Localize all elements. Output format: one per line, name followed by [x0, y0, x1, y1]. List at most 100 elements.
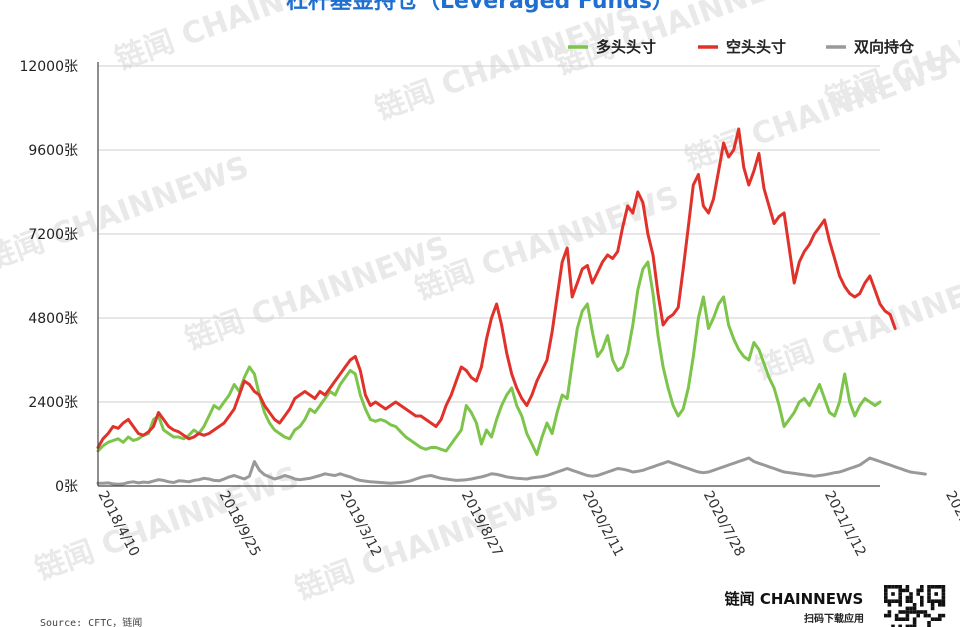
qr-module — [927, 595, 931, 600]
qr-module — [898, 617, 902, 621]
watermark-text: 链闻 CHAINNEWS — [181, 230, 454, 358]
brand-subtitle: 扫码下载应用 — [804, 612, 864, 625]
qr-module — [898, 592, 902, 596]
qr-code-icon — [884, 585, 946, 627]
qr-module — [909, 610, 913, 614]
x-tick-label: 2020/7/28 — [700, 488, 748, 559]
qr-module — [916, 592, 920, 596]
qr-module — [898, 588, 902, 593]
qr-module — [891, 624, 895, 627]
qr-module — [898, 624, 902, 627]
qr-module — [912, 610, 917, 614]
qr-module — [930, 603, 935, 607]
qr-module — [916, 610, 920, 614]
qr-module — [934, 617, 938, 621]
qr-module — [941, 585, 946, 589]
y-tick-label: 4800张 — [28, 311, 78, 327]
qr-module — [938, 585, 942, 589]
legend-label: 空头头寸 — [726, 38, 786, 56]
series-lines — [96, 127, 927, 486]
qr-module — [887, 599, 892, 603]
qr-module — [920, 603, 924, 607]
qr-module — [884, 585, 888, 589]
qr-module — [902, 588, 906, 593]
x-tick-label: 2021/6/29 — [942, 488, 960, 559]
qr-module — [927, 585, 931, 589]
brand-logo: 链闻 CHAINNEWS — [725, 590, 864, 608]
y-tick-labels: 0张 2400张 4800张 7200张 9600张 12000张 — [19, 59, 78, 495]
qr-module — [884, 613, 888, 618]
watermark-text: 链闻 CHAINNEWS — [751, 260, 960, 388]
x-tick-label: 2020/2/11 — [579, 488, 627, 559]
y-tick-label: 7200张 — [28, 227, 78, 243]
qr-module — [905, 585, 910, 589]
series-line-0 — [96, 260, 882, 456]
qr-module — [884, 595, 888, 600]
qr-module — [909, 595, 913, 600]
qr-module — [909, 599, 913, 603]
qr-module — [916, 588, 920, 593]
series-line-1 — [96, 127, 897, 449]
qr-module — [923, 613, 928, 618]
qr-module — [898, 599, 902, 603]
y-tick-label: 9600张 — [28, 143, 78, 159]
qr-module — [920, 585, 924, 589]
qr-module — [898, 585, 902, 589]
qr-module — [887, 613, 892, 618]
qr-module — [902, 617, 906, 621]
qr-module — [884, 592, 888, 596]
qr-module — [930, 617, 935, 621]
qr-module — [891, 592, 895, 596]
qr-module — [884, 599, 888, 603]
chart-title: 杠杆基金持仓（Leveraged Funds） — [286, 0, 674, 14]
qr-module — [938, 599, 942, 603]
qr-module — [930, 599, 935, 603]
qr-module — [927, 592, 931, 596]
qr-module — [894, 599, 899, 603]
y-tick-label: 2400张 — [28, 395, 78, 411]
qr-module — [905, 613, 910, 618]
qr-module — [927, 599, 931, 603]
qr-module — [905, 599, 910, 603]
qr-module — [905, 606, 910, 611]
qr-module — [941, 588, 946, 593]
qr-module — [934, 599, 938, 603]
qr-module — [894, 585, 899, 589]
qr-module — [920, 595, 924, 600]
qr-module — [894, 613, 899, 618]
watermark-text: 链闻 CHAINNEWS — [0, 150, 253, 278]
y-tick-label: 0张 — [55, 479, 78, 495]
qr-module — [930, 585, 935, 589]
qr-module — [891, 585, 895, 589]
qr-module — [934, 585, 938, 589]
qr-module — [905, 617, 910, 621]
y-tick-label: 12000张 — [19, 59, 78, 75]
qr-module — [927, 588, 931, 593]
legend: 多头头寸 空头头寸 双向持仓 — [568, 38, 915, 56]
qr-module — [887, 610, 892, 614]
qr-module — [905, 595, 910, 600]
qr-module — [902, 610, 906, 614]
qr-module — [934, 592, 938, 596]
qr-module — [912, 617, 917, 621]
qr-module — [909, 606, 913, 611]
qr-module — [887, 585, 892, 589]
brand-block: 链闻 CHAINNEWS 扫码下载应用 — [725, 585, 946, 627]
qr-module — [887, 603, 892, 607]
qr-module — [884, 588, 888, 593]
x-tick-label: 2021/1/12 — [821, 488, 869, 559]
qr-module — [898, 603, 902, 607]
qr-module — [941, 603, 946, 607]
qr-module — [905, 588, 910, 593]
qr-module — [930, 606, 935, 611]
qr-module — [927, 621, 931, 625]
qr-module — [891, 599, 895, 603]
qr-module — [905, 624, 910, 627]
qr-module — [909, 624, 913, 627]
qr-module — [912, 624, 917, 627]
qr-module — [920, 599, 924, 603]
qr-module — [912, 621, 917, 625]
qr-module — [927, 624, 931, 627]
